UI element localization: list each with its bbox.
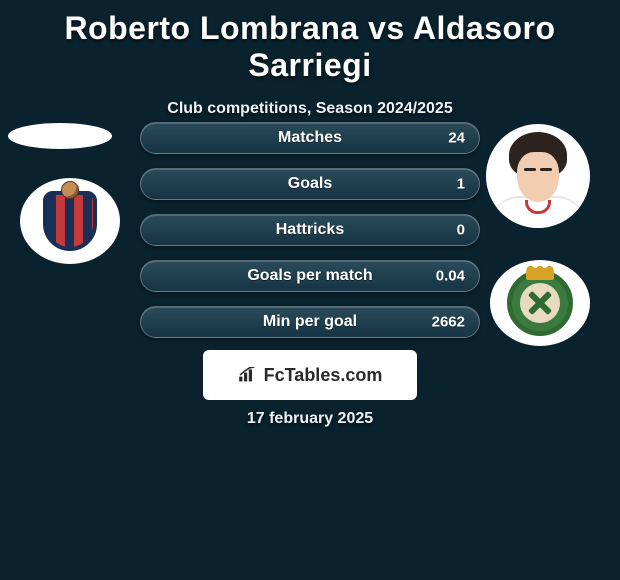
stat-row-min-per-goal: Min per goal 2662 [140,306,480,338]
stat-label: Goals [288,175,332,193]
ball-icon [61,181,79,199]
stat-label: Hattricks [276,221,344,239]
stat-row-goals: Goals 1 [140,168,480,200]
stat-value-right: 24 [448,130,465,147]
player-a-avatar [8,123,112,149]
stat-value-right: 0 [457,222,465,239]
stat-row-goals-per-match: Goals per match 0.04 [140,260,480,292]
racing-ring-icon [507,270,573,336]
footer-date: 17 february 2025 [0,410,620,428]
player-a-club-crest [20,178,120,264]
subtitle: Club competitions, Season 2024/2025 [0,100,620,118]
page-title: Roberto Lombrana vs Aldasoro Sarriegi [0,0,620,84]
stat-label: Goals per match [247,267,372,285]
stat-row-matches: Matches 24 [140,122,480,154]
player-b-avatar [486,124,590,228]
stat-row-hattricks: Hattricks 0 [140,214,480,246]
vs-separator: vs [359,10,413,46]
cross-icon [527,290,553,316]
crown-icon [526,268,554,280]
stat-label: Min per goal [263,313,357,331]
stat-value-right: 0.04 [436,268,465,285]
source-badge: FcTables.com [203,350,417,400]
stats-list: Matches 24 Goals 1 Hattricks 0 Goals per… [140,122,480,352]
player-b-club-crest [490,260,590,346]
stat-value-right: 1 [457,176,465,193]
stat-label: Matches [278,129,342,147]
eibar-shield-icon [43,191,97,251]
bar-chart-icon [238,367,258,383]
stat-value-right: 2662 [432,314,465,331]
player-a-name: Roberto Lombrana [64,10,358,46]
source-text: FcTables.com [264,365,383,386]
